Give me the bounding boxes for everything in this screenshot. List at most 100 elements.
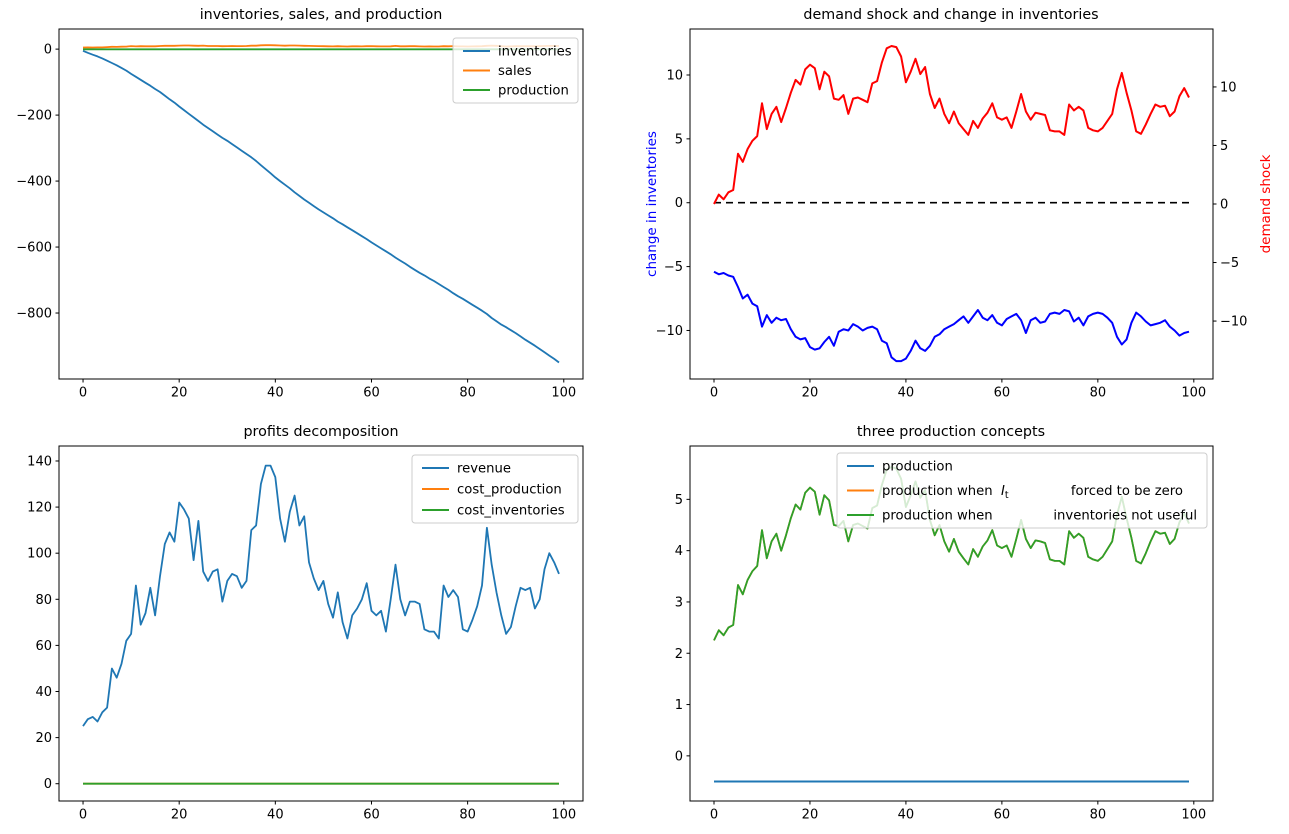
x-tick-label: 80 <box>1090 808 1107 823</box>
x-tick-label: 100 <box>1181 808 1206 823</box>
y-tick-label: 100 <box>27 547 52 562</box>
subplot-three-production-concepts: 0 20 40 60 80 100 0 1 2 3 4 5 production production w… <box>675 445 1214 823</box>
legend-label: production <box>882 460 953 475</box>
production-when-inventories-not-useful-line <box>713 466 1190 641</box>
legend-box <box>836 452 1208 529</box>
y-tick-label: 0 <box>44 43 52 58</box>
legend-box <box>411 454 579 524</box>
y-tick-label: 20 <box>35 731 52 746</box>
y-tick-label: −800 <box>16 307 52 322</box>
y-tick-label: −5 <box>664 260 683 275</box>
demand-shock-line <box>713 45 1190 205</box>
y-tick-label: −10 <box>656 324 683 339</box>
subplot2-right-ylabel: demand shock <box>1258 154 1274 254</box>
legend: revenue cost_production cost_inventories <box>411 454 579 524</box>
y-tick-label: 60 <box>35 639 52 654</box>
left-axis-ticks: 0 20 40 60 80 100 120 140 <box>27 454 59 792</box>
y-tick-label: 1 <box>675 698 683 713</box>
legend-label: inventories <box>498 45 572 60</box>
x-tick-label: 40 <box>898 808 915 823</box>
x-tick-label: 60 <box>994 808 1011 823</box>
y-tick-label: 2 <box>675 647 683 662</box>
subplot-demand-shock-change-inventories: 0 20 40 60 80 100 10 5 0 −5 −10 10 5 0 −5 −10 <box>656 28 1247 401</box>
legend-label-right: forced to be zero <box>1071 484 1183 499</box>
y-tick-label: 80 <box>35 593 52 608</box>
legend-label: production <box>498 84 569 99</box>
series-lines <box>713 466 1190 783</box>
x-tick-label: 100 <box>1181 386 1206 401</box>
subplot3-title: profits decomposition <box>243 424 399 440</box>
legend-label: sales <box>498 64 532 79</box>
axes-spines <box>689 28 1214 380</box>
legend-label: production when It <box>882 484 1009 501</box>
x-tick-label: 40 <box>898 386 915 401</box>
axes-spines <box>689 445 1214 802</box>
y-tick-label: −5 <box>1220 256 1239 271</box>
x-tick-label: 20 <box>802 386 819 401</box>
y-tick-label: 0 <box>675 749 683 764</box>
x-tick-label: 40 <box>267 386 284 401</box>
x-tick-label: 100 <box>551 808 576 823</box>
subplot1-title: inventories, sales, and production <box>199 7 443 23</box>
series-lines <box>82 464 560 785</box>
x-tick-label: 80 <box>459 386 476 401</box>
y-tick-label: −400 <box>16 175 52 190</box>
legend-label-right: inventories not useful <box>1053 509 1197 524</box>
x-tick-label: 60 <box>363 808 380 823</box>
x-axis-ticks: 0 20 40 60 80 100 <box>79 801 576 823</box>
x-axis-ticks: 0 20 40 60 80 100 <box>710 379 1206 401</box>
revenue-line <box>82 464 560 727</box>
y-tick-label: 120 <box>27 501 52 516</box>
y-tick-label: −10 <box>1220 315 1247 330</box>
subplot-inventories-sales-production: 0 20 40 60 80 100 0 −200 −400 −600 −800 inventories… <box>16 28 584 401</box>
y-tick-label: 4 <box>675 544 683 559</box>
y-tick-label: 40 <box>35 685 52 700</box>
subplot-profits-decomposition: 0 20 40 60 80 100 0 20 40 60 80 100 120 140 revenue cos… <box>27 445 584 823</box>
subplot2-title: demand shock and change in inventories <box>803 7 1099 23</box>
left-axis-ticks: 0 −200 −400 −600 −800 <box>16 43 59 322</box>
y-tick-label: 140 <box>27 454 52 469</box>
y-tick-label: 0 <box>44 777 52 792</box>
x-tick-label: 20 <box>171 808 188 823</box>
legend: inventories sales production <box>452 37 579 104</box>
left-axis-ticks: 10 5 0 −5 −10 <box>656 68 690 339</box>
x-tick-label: 60 <box>994 386 1011 401</box>
change-in-inventories-line <box>713 270 1190 363</box>
x-tick-label: 0 <box>79 808 87 823</box>
legend-label: cost_production <box>457 483 562 498</box>
legend: production production when It forced to be… <box>836 452 1208 529</box>
x-tick-label: 80 <box>1090 386 1107 401</box>
x-tick-label: 20 <box>171 386 188 401</box>
x-tick-label: 100 <box>551 386 576 401</box>
y-tick-label: 0 <box>675 196 683 211</box>
legend-label: revenue <box>457 462 511 477</box>
x-tick-label: 40 <box>267 808 284 823</box>
y-tick-label: 10 <box>1220 80 1237 95</box>
y-tick-label: 5 <box>1220 139 1228 154</box>
right-axis-ticks: 10 5 0 −5 −10 <box>1213 80 1247 330</box>
series-lines <box>713 45 1190 363</box>
x-tick-label: 0 <box>79 386 87 401</box>
legend-label: production when <box>882 509 993 524</box>
x-tick-label: 0 <box>710 386 718 401</box>
axes-spines <box>58 28 584 380</box>
y-tick-label: 3 <box>675 595 683 610</box>
y-tick-label: 0 <box>1220 198 1228 213</box>
x-axis-ticks: 0 20 40 60 80 100 <box>79 379 576 401</box>
x-tick-label: 60 <box>363 386 380 401</box>
y-tick-label: 5 <box>675 493 683 508</box>
legend-label: cost_inventories <box>457 504 565 519</box>
subplot4-title: three production concepts <box>856 424 1046 440</box>
x-axis-ticks: 0 20 40 60 80 100 <box>710 801 1206 823</box>
inventories-line <box>82 49 560 364</box>
axes-spines <box>58 445 584 802</box>
y-tick-label: 5 <box>675 132 683 147</box>
left-axis-ticks: 0 1 2 3 4 5 <box>675 493 690 764</box>
y-tick-label: −200 <box>16 109 52 124</box>
x-tick-label: 80 <box>459 808 476 823</box>
y-tick-label: 10 <box>666 68 683 83</box>
x-tick-label: 20 <box>802 808 819 823</box>
y-tick-label: −600 <box>16 241 52 256</box>
